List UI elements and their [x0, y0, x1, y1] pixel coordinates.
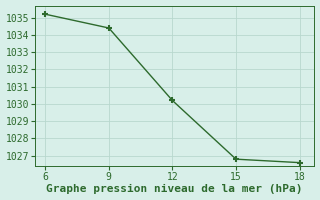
X-axis label: Graphe pression niveau de la mer (hPa): Graphe pression niveau de la mer (hPa) — [46, 184, 303, 194]
